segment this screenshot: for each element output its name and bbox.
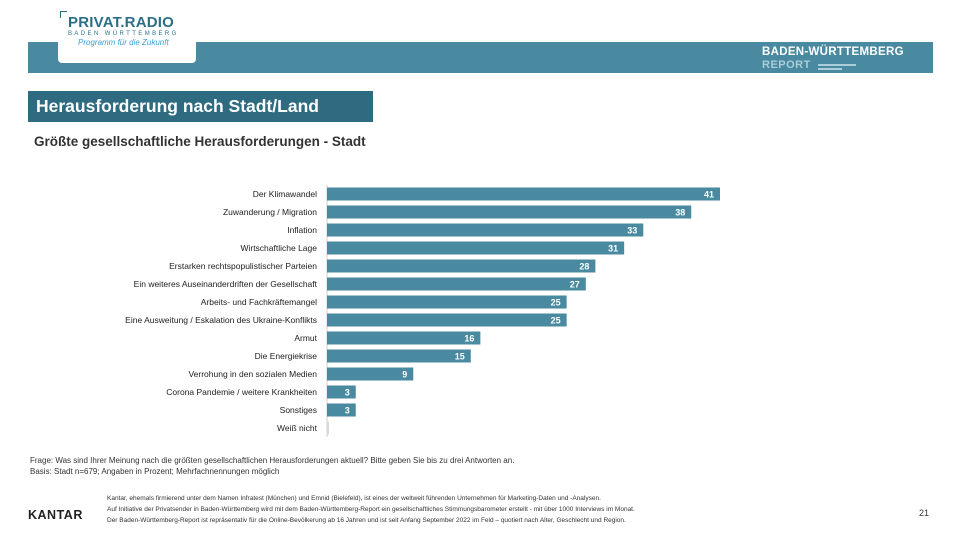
data-label: 3	[345, 406, 350, 416]
page-number: 21	[919, 508, 930, 518]
bar	[327, 403, 356, 417]
report-logo-lines	[818, 64, 856, 70]
report-title: BADEN-WÜRTTEMBERG	[762, 46, 904, 58]
bar	[327, 313, 567, 327]
category-label: Der Klimawandel	[253, 189, 317, 199]
data-label: 15	[455, 352, 465, 362]
bar	[327, 331, 481, 345]
about-text-line-3: Der Baden-Württemberg-Report ist repräse…	[107, 517, 626, 524]
bar	[327, 385, 356, 399]
bar	[327, 241, 625, 255]
data-label: 27	[570, 280, 580, 290]
category-label: Ein weiteres Auseinanderdriften der Gese…	[134, 279, 318, 289]
about-text-line-1: Kantar, ehemals firmierend unter dem Nam…	[107, 495, 601, 502]
category-label: Die Energiekrise	[255, 351, 318, 361]
about-text-line-2: Auf Initiative der Privatsender in Baden…	[107, 506, 635, 513]
category-label: Arbeits- und Fachkräftemangel	[201, 297, 317, 307]
data-label: 41	[704, 190, 714, 200]
category-label: Sonstiges	[280, 405, 317, 415]
data-label: 9	[402, 370, 407, 380]
data-label: 38	[675, 208, 685, 218]
category-label: Corona Pandemie / weitere Krankheiten	[166, 387, 317, 397]
basis-footnote: Basis: Stadt n=679; Angaben in Prozent; …	[30, 467, 280, 476]
category-label: Erstarken rechtspopulistischer Parteien	[169, 261, 317, 271]
category-label: Weiß nicht	[277, 423, 318, 433]
bar	[327, 187, 720, 201]
brand-name: PRIVAT.RADIO	[68, 14, 175, 31]
chart-title: Größte gesellschaftliche Herausforderung…	[34, 134, 366, 149]
report-subtitle: REPORT	[762, 59, 811, 71]
brand-tagline: Programm für die Zukunft	[78, 38, 169, 47]
data-label: 25	[551, 316, 561, 326]
category-label: Wirtschaftliche Lage	[240, 243, 317, 253]
brand-logo[interactable]	[58, 8, 196, 63]
bar	[327, 223, 644, 237]
bar	[327, 421, 329, 435]
kantar-logo: KANTAR	[28, 508, 83, 522]
data-label: 25	[551, 298, 561, 308]
section-title: Herausforderung nach Stadt/Land	[28, 91, 373, 122]
data-label: 16	[464, 334, 474, 344]
category-label: Zuwanderung / Migration	[223, 207, 317, 217]
bar	[327, 295, 567, 309]
category-label: Eine Ausweitung / Eskalation des Ukraine…	[125, 315, 317, 325]
category-label: Inflation	[287, 225, 317, 235]
data-label: 31	[608, 244, 618, 254]
category-label: Armut	[294, 333, 317, 343]
brand-region: BADEN WÜRTTEMBERG	[68, 31, 179, 37]
bar	[327, 277, 586, 291]
data-label: 33	[627, 226, 637, 236]
logo-corner-mark	[60, 11, 67, 18]
bar	[327, 349, 471, 363]
data-label: 3	[345, 388, 350, 398]
question-footnote: Frage: Was sind Ihrer Meinung nach die g…	[30, 456, 515, 465]
bar	[327, 259, 596, 273]
category-label: Verrohung in den sozialen Medien	[188, 369, 317, 379]
data-label: 28	[579, 262, 589, 272]
bar	[327, 367, 414, 381]
bar	[327, 205, 692, 219]
